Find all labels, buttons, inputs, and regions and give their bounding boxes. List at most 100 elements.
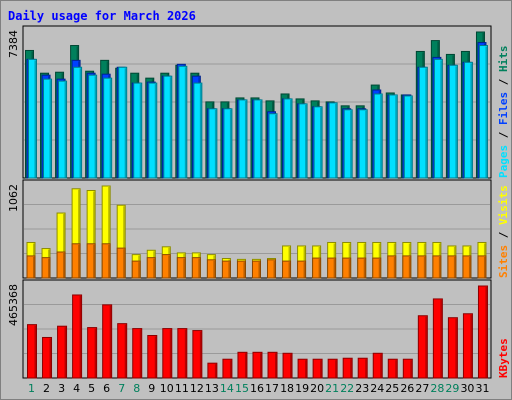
bar-sites-day-3 xyxy=(56,251,66,279)
bar-kbytes-day-11 xyxy=(177,328,188,379)
bar-pages-day-22 xyxy=(343,109,353,179)
bar-pages-day-11 xyxy=(178,65,188,179)
bar-sites-day-17-shade xyxy=(273,260,276,278)
bar-pages-day-1 xyxy=(28,58,37,179)
bar-sites-day-21-shade xyxy=(333,259,336,278)
y-max-label: 1062 xyxy=(7,184,20,212)
bar-pages-day-27-shade xyxy=(425,68,427,178)
bar-kbytes-day-12 xyxy=(192,330,203,379)
bar-sites-day-30-shade xyxy=(468,256,471,278)
x-tick-label-day-27: 27 xyxy=(415,382,429,395)
legend-item: Files xyxy=(497,92,510,125)
bar-pages-day-19-shade xyxy=(305,104,307,178)
bar-sites-day-2-shade xyxy=(48,258,50,278)
bar-kbytes-day-17-shade xyxy=(275,353,277,378)
x-tick-label-day-10: 10 xyxy=(160,382,174,395)
bar-kbytes-day-15-shade xyxy=(244,353,247,378)
bar-kbytes-day-20-shade xyxy=(320,360,322,378)
bar-sites-day-14-shade xyxy=(228,262,230,278)
bar-pages-day-29 xyxy=(448,64,458,179)
x-tick-label-day-8: 8 xyxy=(133,382,140,395)
bar-kbytes-day-29-shade xyxy=(455,318,457,378)
x-tick-label-day-13: 13 xyxy=(205,382,219,395)
legend-item: Visits xyxy=(497,185,510,225)
bar-pages-day-16-shade xyxy=(259,100,262,178)
bar-kbytes-day-26-shade xyxy=(410,360,412,378)
bar-pages-day-15 xyxy=(238,99,248,179)
bar-pages-day-18 xyxy=(283,98,293,179)
legend-item: / xyxy=(497,72,510,92)
bar-kbytes-day-22 xyxy=(342,357,353,379)
bar-sites-day-15 xyxy=(236,260,246,279)
bar-kbytes-day-3 xyxy=(57,325,68,379)
bar-kbytes-day-28 xyxy=(432,298,443,379)
bar-kbytes-day-7 xyxy=(117,323,128,379)
x-tick-label-day-26: 26 xyxy=(400,382,414,395)
bar-pages-day-29-shade xyxy=(455,66,457,178)
bar-pages-day-14-shade xyxy=(229,109,232,178)
x-tick-label-day-29: 29 xyxy=(445,382,459,395)
bar-pages-day-23-shade xyxy=(365,110,367,178)
x-tick-label-day-24: 24 xyxy=(370,382,384,395)
bar-pages-day-8 xyxy=(133,82,143,179)
bar-sites-day-29-shade xyxy=(453,256,456,278)
x-axis-labels: 1 2 3 4 5 6 7 8 9 10 11 12 13 14 15 16 17 18 19 20 21 22 23 24 2… xyxy=(28,382,489,395)
bar-kbytes-day-4 xyxy=(72,294,83,379)
bar-pages-day-17 xyxy=(268,113,278,179)
bar-pages-day-24-shade xyxy=(380,94,382,178)
bar-kbytes-day-13 xyxy=(207,362,218,379)
x-tick-label-day-1: 1 xyxy=(28,382,35,395)
bar-kbytes-day-1-shade xyxy=(34,325,36,378)
bar-sites-day-19 xyxy=(297,260,307,279)
x-tick-label-day-17: 17 xyxy=(265,382,279,395)
legend-item: Hits xyxy=(497,46,510,73)
bar-sites-day-18 xyxy=(282,260,292,279)
bar-pages-day-25-shade xyxy=(395,95,397,178)
x-tick-label-day-31: 31 xyxy=(475,382,489,395)
bar-sites-day-27 xyxy=(417,255,427,279)
legend-item: / xyxy=(497,125,510,145)
bar-kbytes-day-8 xyxy=(132,328,143,379)
bar-sites-day-12-shade xyxy=(198,258,200,278)
x-tick-label-day-11: 11 xyxy=(175,382,189,395)
bar-pages-day-7-shade xyxy=(124,68,127,178)
bar-sites-day-16-shade xyxy=(258,262,260,278)
legend-item: KBytes xyxy=(497,338,510,378)
bar-sites-day-25-shade xyxy=(393,256,396,278)
bar-kbytes-day-22-shade xyxy=(350,359,352,378)
x-tick-label-day-25: 25 xyxy=(385,382,399,395)
bar-pages-day-15-shade xyxy=(244,100,247,178)
bar-pages-day-6-shade xyxy=(109,79,112,178)
bar-sites-day-26 xyxy=(402,255,412,279)
bar-sites-day-30 xyxy=(462,255,472,279)
legend-top: Pages / Files / Hits xyxy=(497,46,510,179)
bar-sites-day-23 xyxy=(357,257,367,279)
x-tick-label-day-12: 12 xyxy=(190,382,204,395)
bar-kbytes-day-15 xyxy=(237,351,248,379)
bar-pages-day-6 xyxy=(103,77,113,179)
bar-sites-day-6 xyxy=(101,243,111,279)
bar-sites-day-11-shade xyxy=(183,258,185,278)
bar-kbytes-day-19-shade xyxy=(305,360,307,378)
bar-sites-day-2 xyxy=(41,257,51,279)
bar-pages-day-17-shade xyxy=(275,114,277,178)
bar-kbytes-day-18 xyxy=(282,352,293,379)
bar-visits-day-6-shade xyxy=(108,187,110,278)
bar-kbytes-day-31-shade xyxy=(485,287,487,378)
bar-sites-day-24 xyxy=(372,257,382,279)
x-tick-label-day-16: 16 xyxy=(250,382,264,395)
bar-kbytes-day-17 xyxy=(267,351,278,379)
bar-sites-day-19-shade xyxy=(303,262,306,278)
legend-bottom: KBytes xyxy=(497,338,510,378)
bar-kbytes-day-23 xyxy=(357,357,368,379)
bar-pages-day-14 xyxy=(223,108,233,179)
bar-pages-day-27 xyxy=(418,66,428,179)
bar-sites-day-20-shade xyxy=(318,259,321,278)
bar-sites-day-4-shade xyxy=(78,244,80,278)
bar-visits-day-4-shade xyxy=(78,189,80,278)
bar-kbytes-day-2 xyxy=(42,336,53,379)
bar-kbytes-day-30-shade xyxy=(470,314,472,378)
bar-kbytes-day-18-shade xyxy=(290,354,292,378)
bar-kbytes-day-27-shade xyxy=(425,316,427,378)
bar-sites-day-26-shade xyxy=(408,256,411,278)
